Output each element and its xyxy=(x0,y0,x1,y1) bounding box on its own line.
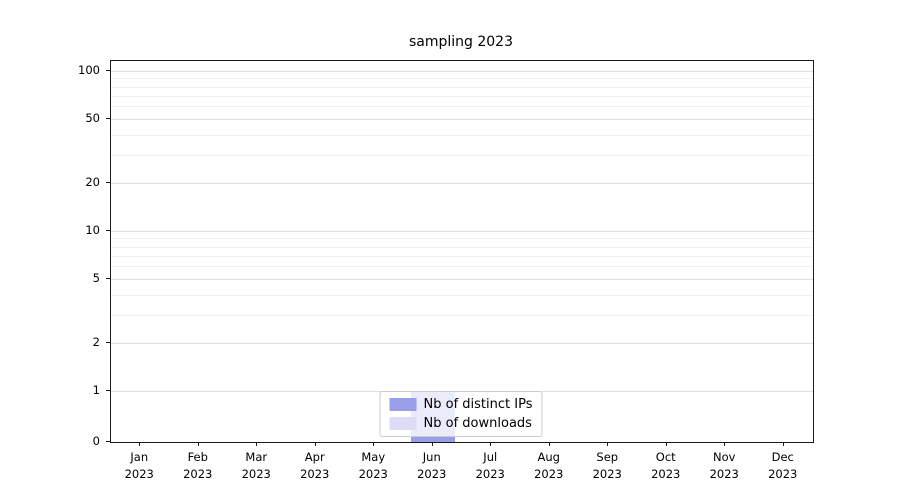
x-tick-mark xyxy=(314,442,316,446)
x-tick-label: Feb 2023 xyxy=(183,450,213,481)
x-tick-mark xyxy=(548,442,550,446)
legend-label: Nb of downloads xyxy=(423,416,532,431)
y-tick-mark xyxy=(106,441,110,442)
y-minor-gridline xyxy=(111,134,813,136)
y-minor-gridline xyxy=(111,255,813,257)
y-minor-gridline xyxy=(111,95,813,97)
legend: Nb of distinct IPs Nb of downloads xyxy=(379,391,543,437)
y-minor-gridline xyxy=(111,238,813,240)
y-tick-mark xyxy=(106,230,110,231)
plot-area xyxy=(110,60,814,443)
y-minor-gridline xyxy=(111,314,813,316)
x-tick-label: Oct 2023 xyxy=(651,450,681,481)
y-major-gridline xyxy=(111,231,813,232)
y-tick-mark xyxy=(106,341,110,343)
x-tick-label: Jun 2023 xyxy=(417,450,447,481)
y-tick-label: 20 xyxy=(85,174,100,189)
x-tick-label: Jan 2023 xyxy=(124,450,154,481)
y-minor-gridline xyxy=(111,266,813,268)
y-major-gridline xyxy=(111,119,813,121)
x-tick-mark xyxy=(490,442,492,446)
y-tick-label: 50 xyxy=(85,111,100,126)
x-tick-mark xyxy=(607,442,609,446)
y-tick-label: 5 xyxy=(92,271,100,286)
chart-title: sampling 2023 xyxy=(408,34,513,50)
y-minor-gridline xyxy=(111,294,813,296)
legend-label: Nb of distinct IPs xyxy=(423,397,533,412)
y-major-gridline xyxy=(111,182,813,184)
x-tick-label: Nov 2023 xyxy=(709,450,739,481)
x-tick-mark xyxy=(782,442,784,446)
x-tick-mark xyxy=(724,442,726,446)
legend-entry: Nb of downloads xyxy=(389,416,533,431)
y-tick-label: 100 xyxy=(78,63,100,77)
x-tick-label: Aug 2023 xyxy=(534,450,564,481)
y-tick-label: 2 xyxy=(92,334,100,349)
x-tick-mark xyxy=(431,442,433,446)
y-tick-label: 10 xyxy=(85,223,100,237)
x-tick-mark xyxy=(256,442,258,446)
x-tick-mark xyxy=(373,442,375,446)
y-tick-mark xyxy=(106,118,110,120)
y-major-gridline xyxy=(111,279,813,281)
legend-entry: Nb of distinct IPs xyxy=(389,397,533,412)
y-tick-label: 0 xyxy=(92,434,100,448)
x-tick-label: Mar 2023 xyxy=(241,450,271,481)
y-tick-mark xyxy=(106,70,110,71)
x-tick-mark xyxy=(139,442,141,446)
x-tick-label: Apr 2023 xyxy=(300,450,330,481)
y-tick-mark xyxy=(106,181,110,183)
x-tick-label: Dec 2023 xyxy=(768,450,798,481)
legend-swatch xyxy=(389,417,417,430)
y-minor-gridline xyxy=(111,106,813,108)
y-minor-gridline xyxy=(111,78,813,80)
legend-swatch xyxy=(389,398,417,411)
y-tick-mark xyxy=(106,278,110,280)
y-major-gridline xyxy=(111,342,813,344)
x-tick-label: May 2023 xyxy=(358,450,388,481)
y-tick-label: 1 xyxy=(92,383,100,397)
y-minor-gridline xyxy=(111,86,813,88)
x-tick-mark xyxy=(197,442,199,446)
y-major-gridline xyxy=(111,71,813,72)
x-tick-label: Sep 2023 xyxy=(592,450,622,481)
y-minor-gridline xyxy=(111,246,813,248)
y-minor-gridline xyxy=(111,154,813,156)
x-tick-mark xyxy=(665,442,667,446)
y-tick-mark xyxy=(106,390,110,391)
x-tick-label: Jul 2023 xyxy=(475,450,505,481)
